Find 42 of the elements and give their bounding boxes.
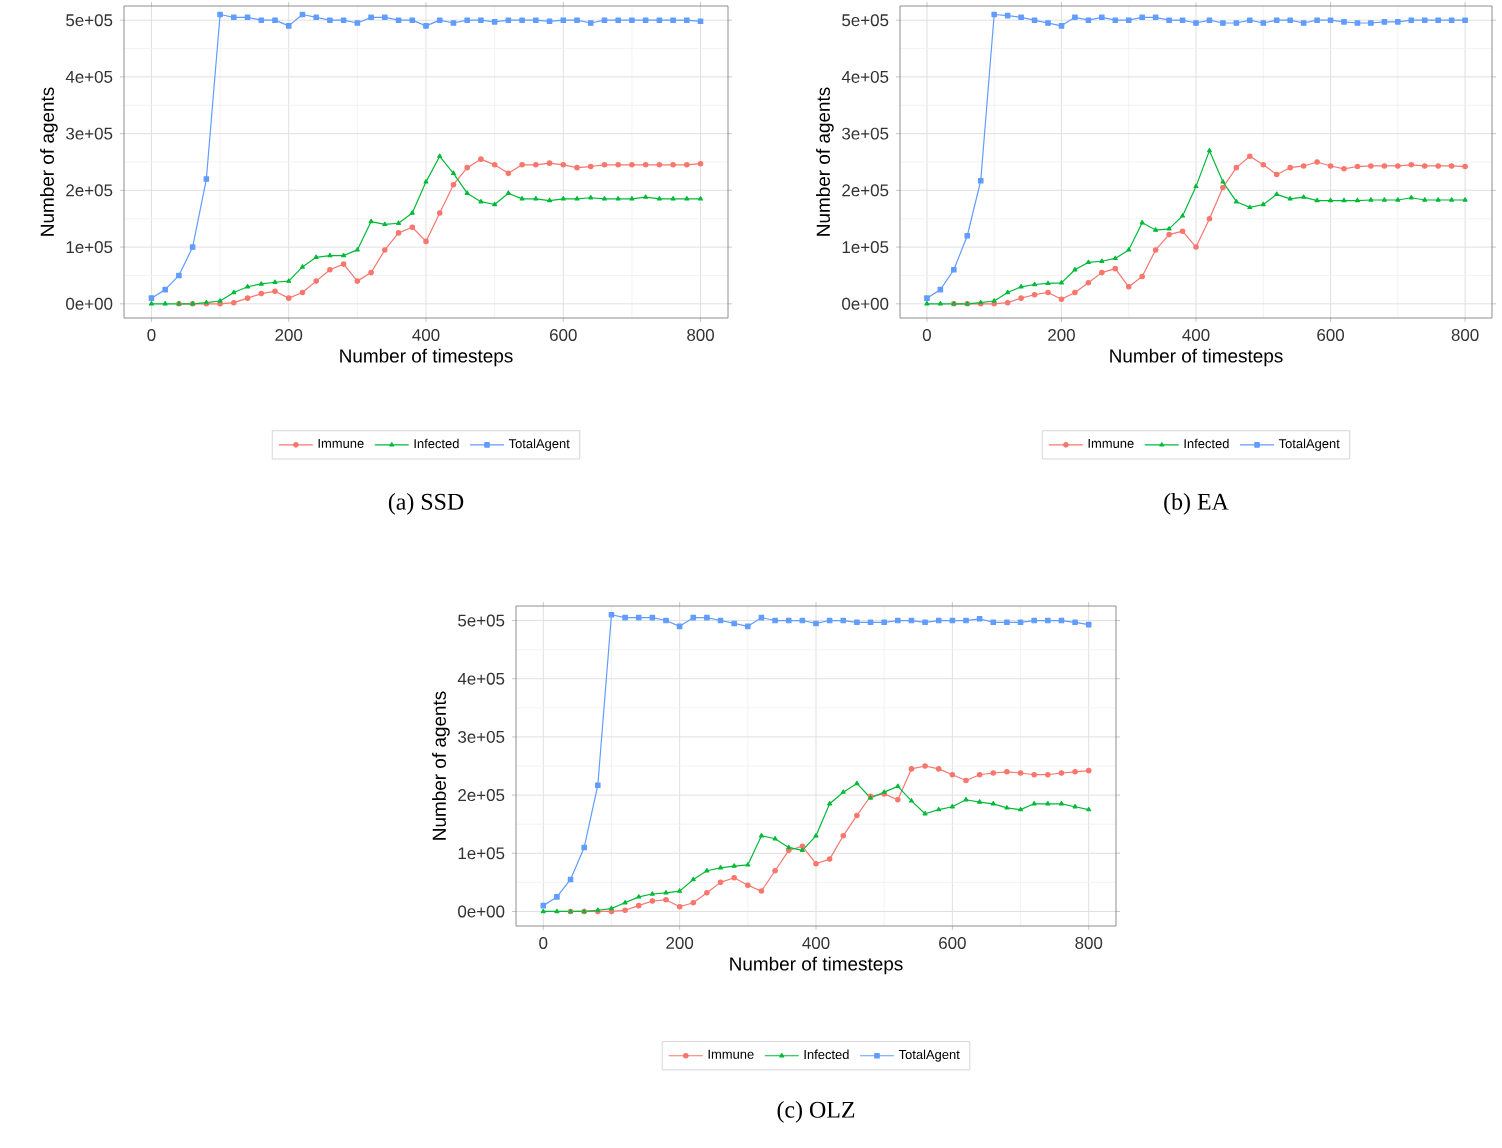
y-tick-label: 0e+00 [458, 905, 505, 918]
x-axis-title: Number of timesteps [340, 348, 513, 367]
x-tick-label: 600 [550, 329, 577, 341]
x-tick-label: 600 [1317, 329, 1344, 341]
x-tick-label: 400 [1182, 329, 1210, 341]
y-axis-title: Number of agents [40, 87, 58, 236]
x-tick-label: 200 [275, 329, 303, 341]
x-tick-label: 800 [687, 329, 715, 341]
x-tick-label: 800 [1075, 937, 1103, 949]
text: (c) OLZ [777, 1101, 855, 1123]
y-axis-title: Number of agents [432, 691, 450, 840]
y-tick-label: 3e+05 [66, 127, 113, 140]
x-tick-label: 800 [1451, 329, 1479, 341]
y-tick-label: 2e+05 [66, 184, 113, 197]
y-tick-label: 1e+05 [842, 241, 889, 254]
y-tick-label: 4e+05 [457, 672, 505, 685]
text: (b) EA [1164, 493, 1229, 515]
x-tick-label: 0 [922, 329, 931, 341]
text: (a) SSD [388, 493, 464, 515]
x-tick-label: 600 [939, 937, 966, 949]
y-tick-label: 0e+00 [842, 297, 889, 310]
y-tick-label: 1e+05 [458, 847, 505, 860]
y-tick-label: 4e+05 [65, 70, 113, 83]
x-tick-label: 400 [412, 329, 440, 341]
y-tick-label: 1e+05 [66, 241, 113, 254]
x-tick-label: 400 [802, 937, 830, 949]
y-tick-label: 3e+05 [458, 730, 505, 743]
y-tick-label: 2e+05 [458, 789, 505, 802]
x-tick-label: 0 [539, 937, 548, 949]
y-tick-label: 4e+05 [841, 70, 889, 83]
x-tick-label: 0 [147, 329, 156, 341]
x-tick-label: 200 [666, 937, 694, 949]
y-tick-label: 5e+05 [842, 14, 889, 27]
y-tick-label: 5e+05 [458, 614, 505, 627]
y-tick-label: 2e+05 [842, 184, 889, 197]
x-axis-title: Number of timesteps [730, 956, 903, 975]
y-axis-title: Number of agents [816, 87, 834, 236]
y-tick-label: 5e+05 [66, 14, 113, 27]
y-tick-label: 3e+05 [842, 127, 889, 140]
x-axis-title: Number of timesteps [1110, 348, 1283, 367]
x-tick-label: 200 [1048, 329, 1075, 341]
y-tick-label: 0e+00 [66, 297, 113, 310]
